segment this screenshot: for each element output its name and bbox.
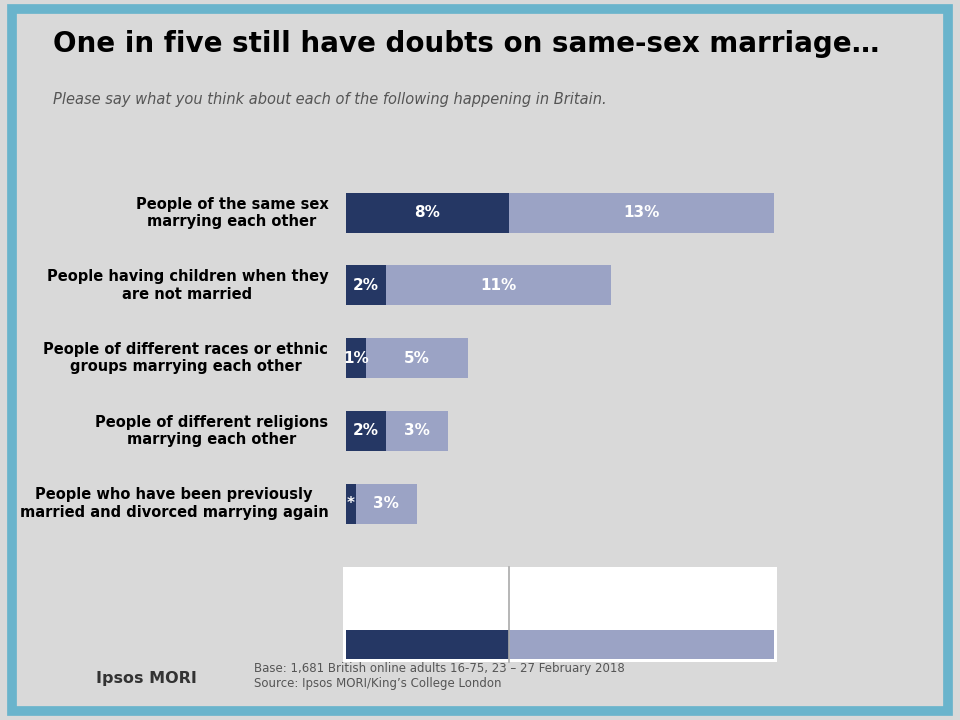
Text: Base: 1,681 British online adults 16-75, 23 – 27 February 2018
Source: Ipsos MOR: Base: 1,681 British online adults 16-75,… <box>254 662 625 690</box>
Bar <box>386 266 611 305</box>
Text: People having children when they
are not married: People having children when they are not… <box>47 269 328 302</box>
Text: Ipsos MORI: Ipsos MORI <box>96 671 197 685</box>
Text: People of different races or ethnic
groups marrying each other: People of different races or ethnic grou… <box>43 342 328 374</box>
Text: People of different religions
marrying each other: People of different religions marrying e… <box>95 415 328 447</box>
Bar <box>356 484 417 523</box>
Bar <box>346 266 386 305</box>
Text: 2%: 2% <box>353 278 379 293</box>
Bar <box>366 338 468 378</box>
Text: 1%: 1% <box>343 351 369 366</box>
Bar <box>346 193 509 233</box>
Text: 8%: 8% <box>415 205 440 220</box>
Text: People of the same sex
marrying each other: People of the same sex marrying each oth… <box>135 197 328 229</box>
Bar <box>346 338 366 378</box>
Text: One in five still have doubts on same-sex marriage…: One in five still have doubts on same-se… <box>53 30 879 58</box>
Text: IT SHOULD NOT BE
BANNED BUT I
DISAPPROVE OF IT: IT SHOULD NOT BE BANNED BUT I DISAPPROVE… <box>514 584 634 627</box>
Text: *: * <box>347 496 354 511</box>
Text: 2%: 2% <box>353 423 379 438</box>
Text: People who have been previously
married and divorced marrying again: People who have been previously married … <box>19 487 328 520</box>
Text: Please say what you think about each of the following happening in Britain.: Please say what you think about each of … <box>53 92 607 107</box>
Text: 13%: 13% <box>623 205 660 220</box>
Text: 3%: 3% <box>404 423 430 438</box>
Bar <box>346 411 386 451</box>
Text: 11%: 11% <box>480 278 516 293</box>
Bar <box>346 484 356 523</box>
Text: 5%: 5% <box>404 351 430 366</box>
Text: 3%: 3% <box>373 496 399 511</box>
Text: IT SHOULD BE
BANNED: IT SHOULD BE BANNED <box>415 599 504 627</box>
Bar <box>386 411 447 451</box>
Bar <box>509 193 774 233</box>
